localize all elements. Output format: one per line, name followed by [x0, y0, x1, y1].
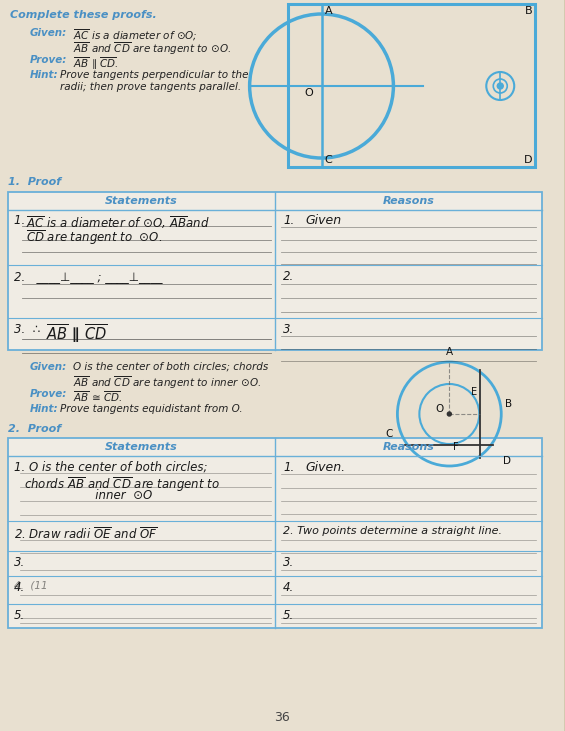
Text: 2. Two points determine a straight line.: 2. Two points determine a straight line. — [283, 526, 502, 536]
Text: 5.: 5. — [14, 609, 25, 622]
Text: Given:: Given: — [30, 362, 67, 372]
Text: Prove:: Prove: — [30, 389, 67, 399]
Text: 1. O is the center of both circles;: 1. O is the center of both circles; — [14, 461, 207, 474]
Text: 3.: 3. — [283, 556, 294, 569]
Text: 2.   ____⊥____ ; ____⊥____: 2. ____⊥____ ; ____⊥____ — [14, 270, 163, 283]
Text: $\overline{AC}$ is a diameter of ⊙O;: $\overline{AC}$ is a diameter of ⊙O; — [73, 28, 198, 43]
Text: Hint:: Hint: — [30, 404, 59, 414]
Text: 3.: 3. — [14, 556, 25, 569]
Text: Statements: Statements — [105, 196, 178, 206]
Text: C: C — [385, 429, 393, 439]
Circle shape — [497, 83, 503, 89]
Text: O is the center of both circles; chords: O is the center of both circles; chords — [73, 362, 268, 372]
Text: chords $\overline{AB}$ and $\overline{CD}$ are tangent to: chords $\overline{AB}$ and $\overline{CD… — [24, 475, 220, 494]
Text: D: D — [503, 456, 511, 466]
Text: 4.: 4. — [283, 581, 294, 594]
Text: Statements: Statements — [105, 442, 178, 452]
FancyBboxPatch shape — [8, 438, 542, 628]
Text: Reasons: Reasons — [383, 196, 434, 206]
Text: 1.  Proof: 1. Proof — [8, 177, 61, 187]
Text: Prove tangents equidistant from O.: Prove tangents equidistant from O. — [60, 404, 242, 414]
Text: inner  ⊙O: inner ⊙O — [24, 489, 152, 502]
Text: O: O — [435, 404, 444, 414]
Text: $\overline{AB}$ ∥ $\overline{CD}$.: $\overline{AB}$ ∥ $\overline{CD}$. — [73, 55, 119, 72]
Text: E: E — [471, 387, 477, 397]
Text: D: D — [524, 155, 532, 165]
Text: O: O — [305, 88, 314, 98]
Text: $\overline{CD}$ are tangent to  ⊙O.: $\overline{CD}$ are tangent to ⊙O. — [26, 228, 162, 247]
Text: 3.: 3. — [283, 323, 294, 336]
Text: Reasons: Reasons — [383, 442, 434, 452]
Text: 2.: 2. — [283, 270, 294, 283]
Text: B: B — [524, 6, 532, 16]
Text: Hint:: Hint: — [30, 70, 59, 80]
Text: Prove tangents perpendicular to the: Prove tangents perpendicular to the — [60, 70, 249, 80]
Circle shape — [447, 412, 451, 416]
Text: $\overline{AB}$ ∥ $\overline{CD}$: $\overline{AB}$ ∥ $\overline{CD}$ — [46, 322, 108, 344]
Text: $\overline{AB}$ and $\overline{CD}$ are tangent to ⊙O.: $\overline{AB}$ and $\overline{CD}$ are … — [73, 40, 231, 56]
Text: Given: Given — [305, 214, 341, 227]
Text: 1.: 1. — [283, 214, 294, 227]
Text: Prove:: Prove: — [30, 55, 67, 65]
Text: 1.: 1. — [14, 214, 29, 227]
Text: 2. Draw radii $\overline{OE}$ and $\overline{OF}$: 2. Draw radii $\overline{OE}$ and $\over… — [14, 526, 158, 542]
FancyBboxPatch shape — [8, 192, 542, 350]
Text: 36: 36 — [273, 711, 289, 724]
Text: C: C — [324, 155, 332, 165]
Text: 3.  ∴: 3. ∴ — [14, 323, 47, 336]
Text: $\overline{AC}$ is a diameter of ⊙O, $\overline{AB}$and: $\overline{AC}$ is a diameter of ⊙O, $\o… — [26, 214, 210, 231]
Text: $\overline{AB}$ and $\overline{CD}$ are tangent to inner ⊙O.: $\overline{AB}$ and $\overline{CD}$ are … — [73, 374, 261, 390]
Text: A: A — [324, 6, 332, 16]
Text: 1.: 1. — [283, 461, 294, 474]
Text: 4.  (11: 4. (11 — [14, 581, 47, 591]
Text: Complete these proofs.: Complete these proofs. — [10, 10, 157, 20]
Text: B: B — [505, 399, 512, 409]
Text: Given.: Given. — [305, 461, 345, 474]
Text: 2.  Proof: 2. Proof — [8, 424, 61, 434]
Text: A: A — [446, 347, 453, 357]
Text: Given:: Given: — [30, 28, 67, 38]
Text: radii; then prove tangents parallel.: radii; then prove tangents parallel. — [60, 82, 241, 92]
Text: 4.: 4. — [14, 581, 25, 594]
Text: $\overline{AB}$ ≅ $\overline{CD}$.: $\overline{AB}$ ≅ $\overline{CD}$. — [73, 389, 122, 404]
Text: 5.: 5. — [283, 609, 294, 622]
Text: F: F — [453, 442, 458, 452]
